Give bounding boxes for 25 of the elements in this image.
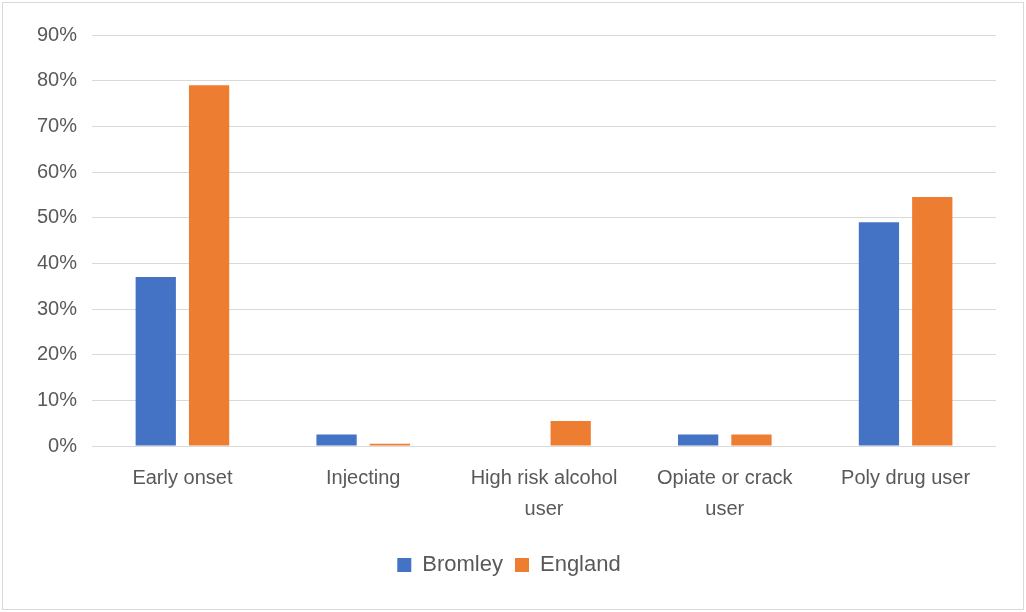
y-tick-label: 40% [37, 250, 78, 273]
x-tick-label: Early onset [132, 466, 233, 489]
x-tick-label: Opiate or crack user [657, 466, 794, 520]
x-tick-label: High risk alcohol user [470, 466, 618, 520]
bar [316, 434, 357, 446]
y-tick-label: 30% [37, 296, 78, 319]
bar [858, 222, 900, 446]
y-tick-label: 0% [48, 433, 78, 456]
y-tick-label: 80% [37, 68, 78, 91]
y-tick-label: 50% [37, 205, 78, 228]
y-tick-label: 90% [37, 22, 78, 45]
legend-label: Bromley [422, 551, 503, 577]
bar [135, 277, 176, 446]
x-tick-label: Injecting [325, 466, 401, 489]
bar [188, 85, 230, 446]
bar [912, 197, 953, 446]
bar [550, 420, 591, 446]
y-tick-label: 20% [37, 342, 78, 365]
x-tick-label: Poly drug user [841, 466, 971, 489]
y-tick-label: 60% [37, 159, 78, 182]
bar [731, 434, 772, 446]
bar [678, 434, 719, 446]
legend-label: England [539, 551, 621, 577]
y-tick-label: 10% [37, 387, 78, 410]
y-tick-label: 70% [37, 113, 78, 136]
